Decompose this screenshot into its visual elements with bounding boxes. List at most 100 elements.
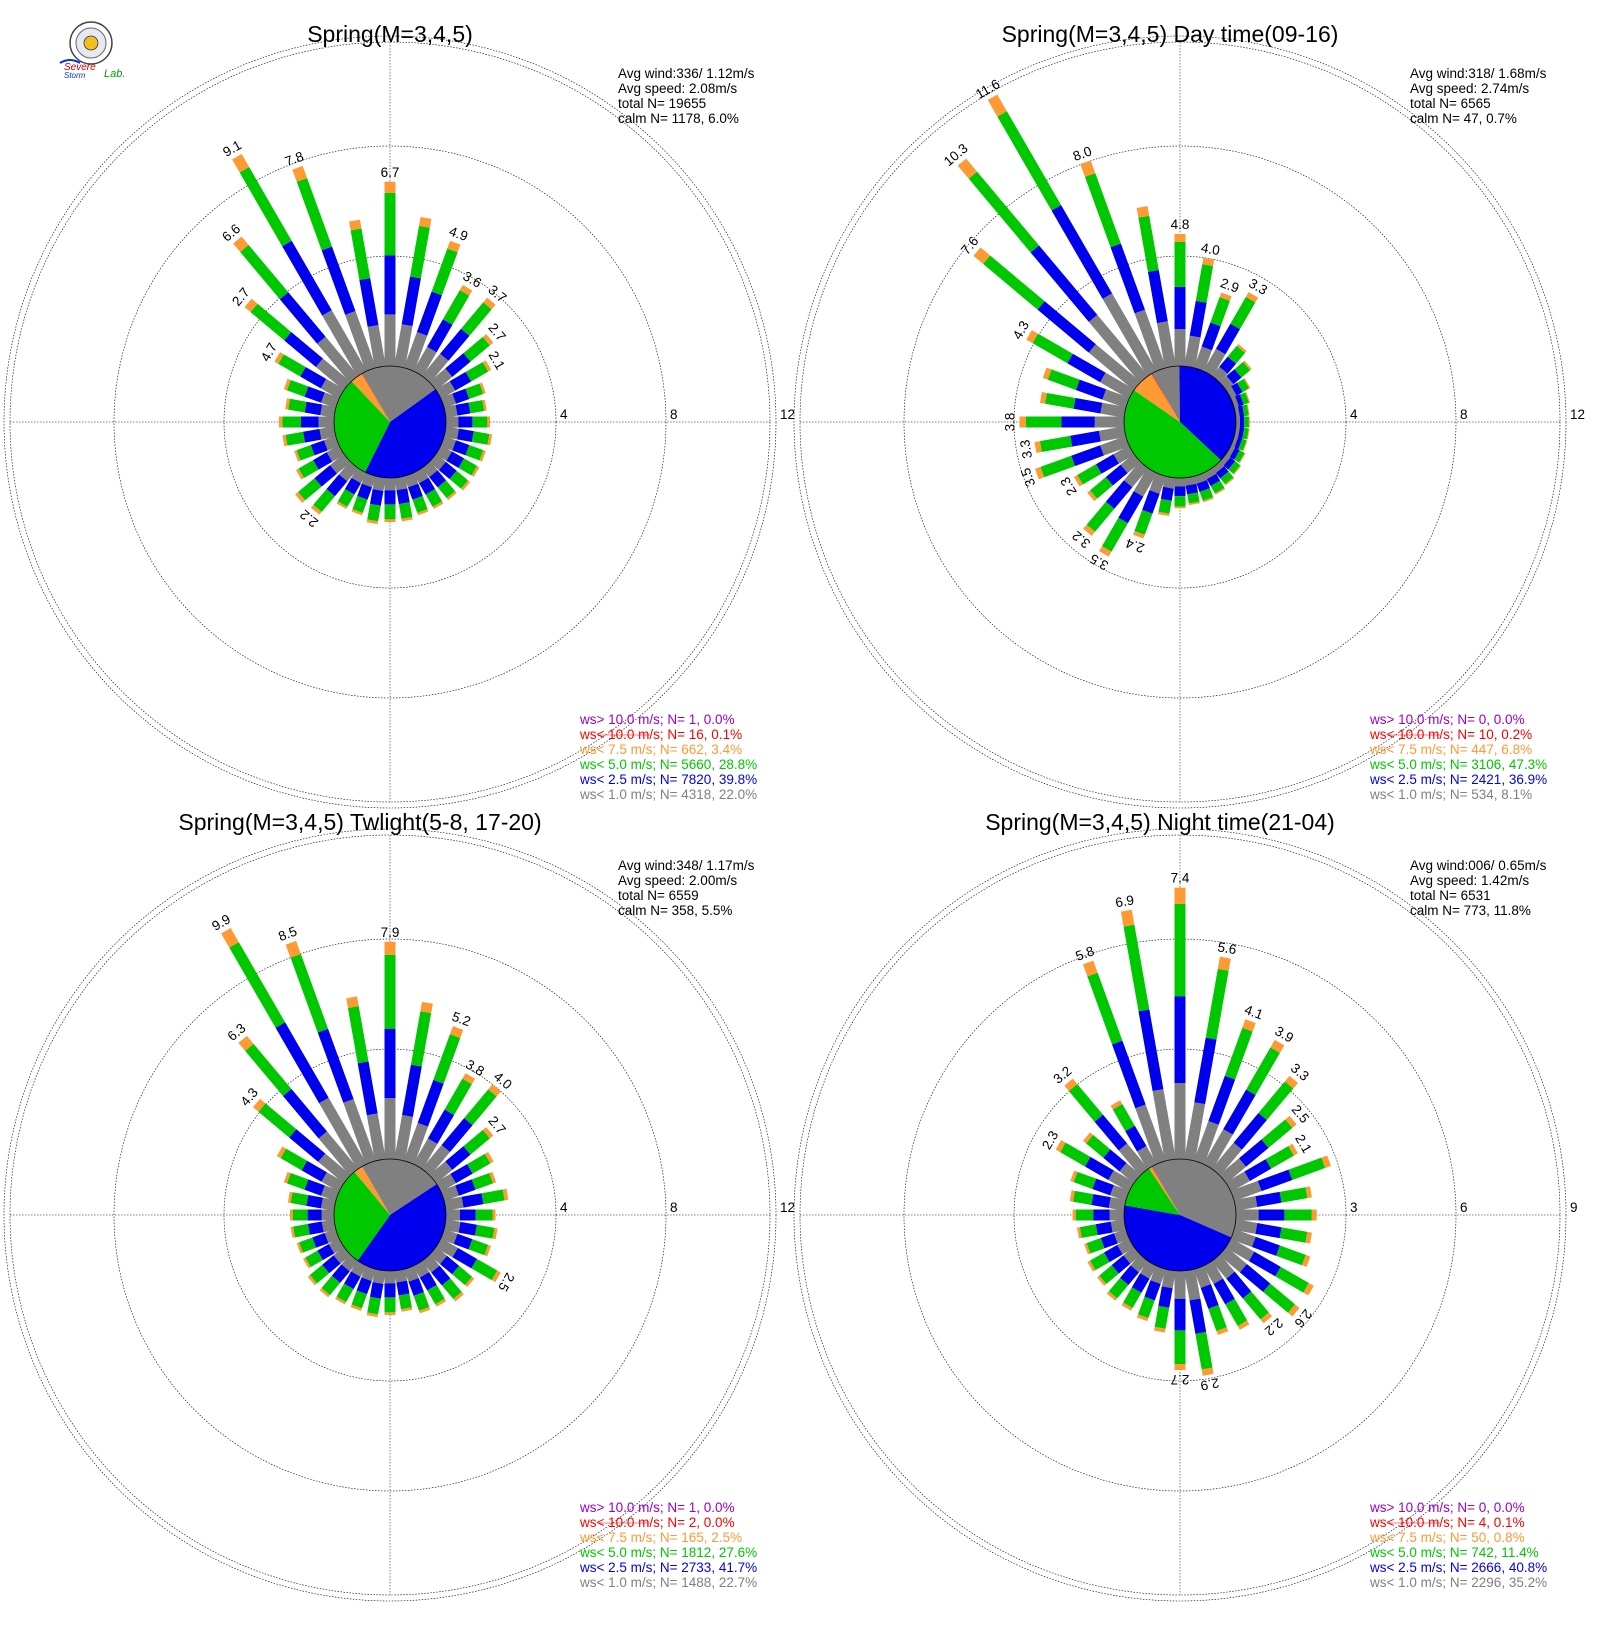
ring-label: 9 <box>1570 1200 1578 1215</box>
wind-bar <box>973 247 1141 391</box>
wind-bar-segment <box>1233 1112 1267 1150</box>
wind-bar <box>1064 1078 1149 1176</box>
wind-bar-segment <box>1082 960 1098 977</box>
pie-slice <box>1152 1159 1236 1238</box>
wind-bar-segment <box>344 477 361 495</box>
wind-bar-segment <box>384 192 396 256</box>
wind-bar-segment <box>467 1153 491 1174</box>
wind-bar <box>446 416 490 428</box>
wind-bar-segment <box>413 1138 438 1170</box>
wind-bar-segment <box>1032 333 1073 364</box>
wind-bar-segment <box>324 1228 340 1244</box>
wind-bar-segment <box>357 483 373 500</box>
wind-bar-segment <box>1156 321 1176 368</box>
wind-bar-segment <box>407 483 423 500</box>
wind-bar <box>1106 1254 1149 1301</box>
wind-bar-segment <box>449 470 469 489</box>
wind-bar-segment <box>1174 234 1186 242</box>
wind-bar <box>276 1146 345 1192</box>
wind-bar-segment <box>1230 296 1256 330</box>
wind-bar-segment <box>479 450 486 462</box>
wind-bar-segment <box>444 426 459 440</box>
wind-bar <box>421 1084 501 1176</box>
wind-bar-segment <box>1230 1228 1256 1248</box>
avg-speed-text: Avg speed: 2.00m/s <box>618 873 737 888</box>
pie-slice <box>1151 373 1180 422</box>
wind-bar <box>384 181 396 366</box>
wind-bar-segment <box>1184 1102 1206 1161</box>
wind-bar-segment <box>282 434 288 447</box>
wind-bar-segment <box>384 490 396 505</box>
wind-bar-segment <box>1225 1171 1250 1192</box>
wind-bar-segment <box>452 440 470 456</box>
wind-bar-segment <box>1234 437 1243 450</box>
wind-bar <box>285 398 336 418</box>
wind-bar-segment <box>1039 392 1047 404</box>
wind-bar <box>1234 1219 1312 1244</box>
logo-text-lab: Lab. <box>104 68 125 80</box>
wind-bar-segment <box>1321 1155 1331 1169</box>
wind-bar-segment <box>1224 1027 1253 1080</box>
wind-bar-segment <box>250 303 292 341</box>
wind-bar-segment <box>453 1291 464 1302</box>
wind-bar-segment <box>1149 472 1167 494</box>
wind-bar-segment <box>1095 1221 1113 1236</box>
wind-bar <box>394 1001 433 1161</box>
wind-bar-segment <box>1276 1245 1306 1266</box>
wind-bar <box>1211 461 1235 486</box>
wind-bar-segment <box>1160 486 1174 501</box>
wind-bar-segment <box>1231 382 1243 396</box>
wind-bar-segment <box>1242 1019 1256 1032</box>
wind-bar-segment <box>1100 1233 1118 1249</box>
wind-bar-segment <box>301 1160 327 1182</box>
wind-bar-segment <box>290 1192 309 1206</box>
wind-bar-segment <box>309 1264 330 1284</box>
wind-bar-segment <box>479 382 486 394</box>
wind-bar-segment <box>461 1193 484 1208</box>
windrose-panel-2: 4 8 124.84.02.9 3.32.43.53.22.33.53.33.84.3… <box>793 21 1585 809</box>
wind-bar <box>1211 1254 1273 1324</box>
legend-entry: ws< 5.0 m/s; N= 1812, 27.6% <box>579 1545 757 1560</box>
wind-bar-segment <box>1219 375 1234 391</box>
wind-bar-segment <box>1223 1089 1256 1135</box>
wind-bar <box>1193 472 1214 503</box>
wind-bar-segment <box>1194 1037 1217 1105</box>
wind-bar-segment <box>1030 245 1098 322</box>
wind-bar-segment <box>1140 1260 1157 1279</box>
pie-slice <box>1133 373 1180 422</box>
wind-bar-segment <box>1242 440 1248 452</box>
legend-entry: ws< 1.0 m/s; N= 4318, 22.0% <box>579 787 757 802</box>
wind-bar-segment <box>366 519 379 525</box>
wind-bar-segment <box>1086 1238 1105 1254</box>
wind-bar-segment <box>1237 405 1245 418</box>
wind-bar-segment <box>321 1219 336 1233</box>
wind-bar <box>1184 476 1200 506</box>
wind-bar-segment <box>318 1131 359 1176</box>
speed-pie <box>333 365 447 479</box>
wind-bar-segment <box>1092 1178 1114 1196</box>
wind-bar-segment <box>384 1312 396 1315</box>
wind-bar-segment <box>333 1246 351 1264</box>
wind-bar-segment <box>482 360 492 372</box>
wind-bar-segment <box>433 1034 461 1084</box>
wind-bar <box>294 435 340 462</box>
wind-bar-segment <box>292 165 308 182</box>
wind-bar-segment <box>296 1242 303 1254</box>
wind-bar-segment <box>1060 1142 1091 1167</box>
wind-bar <box>1234 1186 1312 1211</box>
wind-bar-segment <box>1136 206 1150 218</box>
wind-bar-segment <box>1193 1265 1211 1288</box>
wind-bar <box>1097 1246 1141 1286</box>
wind-bar-segment <box>1245 392 1251 403</box>
bar-value-label: 3.8 <box>1003 413 1018 432</box>
wind-bar-segment <box>306 1194 323 1209</box>
wind-bar-segment <box>229 942 286 1028</box>
wind-bar-segment <box>1228 461 1241 474</box>
wind-bar-segment <box>301 416 319 428</box>
wind-bar-segment <box>347 1006 369 1064</box>
wind-bar <box>1230 435 1248 452</box>
calm-n-text: calm N= 1178, 6.0% <box>618 111 739 126</box>
panel-title: Spring(M=3,4,5) Night time(21-04) <box>985 809 1335 835</box>
wind-bar <box>1019 416 1124 428</box>
wind-bar-segment <box>288 398 307 413</box>
